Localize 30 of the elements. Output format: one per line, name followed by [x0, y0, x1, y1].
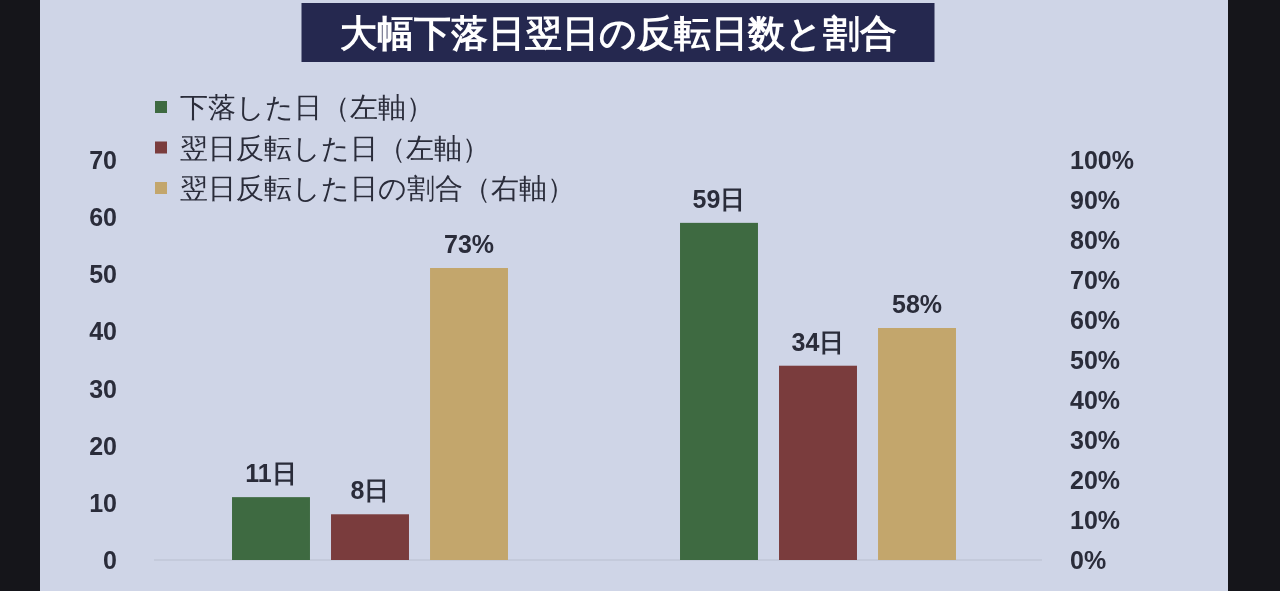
- y2-tick-label: 50%: [1070, 346, 1121, 374]
- y2-tick-label: 30%: [1070, 426, 1121, 454]
- data-label: 58%: [891, 290, 943, 318]
- y-tick-label: 10: [89, 488, 117, 517]
- y2-tick-label: 20%: [1070, 466, 1121, 494]
- y2-tick-label: 0%: [1070, 546, 1107, 574]
- y2-tick-label: 70%: [1070, 266, 1121, 294]
- y-tick-label: 60: [89, 203, 117, 232]
- y-tick-label: 40: [89, 317, 117, 346]
- data-label: 59日: [692, 184, 746, 213]
- y2-tick-label: 40%: [1070, 386, 1121, 414]
- y2-tick-label: 80%: [1070, 226, 1121, 254]
- y2-tick-label: 60%: [1070, 306, 1121, 334]
- y-tick-label: 30: [89, 374, 117, 403]
- y2-tick-label: 90%: [1070, 186, 1121, 214]
- legend-label: 翌日反転した日（左軸）: [180, 132, 490, 164]
- legend-label: 下落した日（左軸）: [180, 92, 434, 123]
- y2-tick-label: 100%: [1070, 146, 1134, 174]
- y-tick-label: 20: [89, 431, 117, 460]
- data-label: 11日: [245, 459, 297, 488]
- chart-title: 大幅下落日翌日の反転日数と割合: [339, 13, 897, 54]
- data-label: 34日: [791, 327, 845, 356]
- title: 大幅下落日翌日の反転日数と割合: [301, 3, 935, 62]
- data-label: 73%: [443, 230, 495, 258]
- y2-tick-label: 10%: [1070, 506, 1121, 534]
- y-tick-label: 50: [89, 260, 117, 289]
- y-tick-label: 0: [103, 546, 117, 574]
- y-tick-label: 70: [89, 146, 117, 174]
- legend-label: 翌日反転した日の割合（右軸）: [180, 173, 575, 204]
- data-label: 8日: [350, 476, 390, 505]
